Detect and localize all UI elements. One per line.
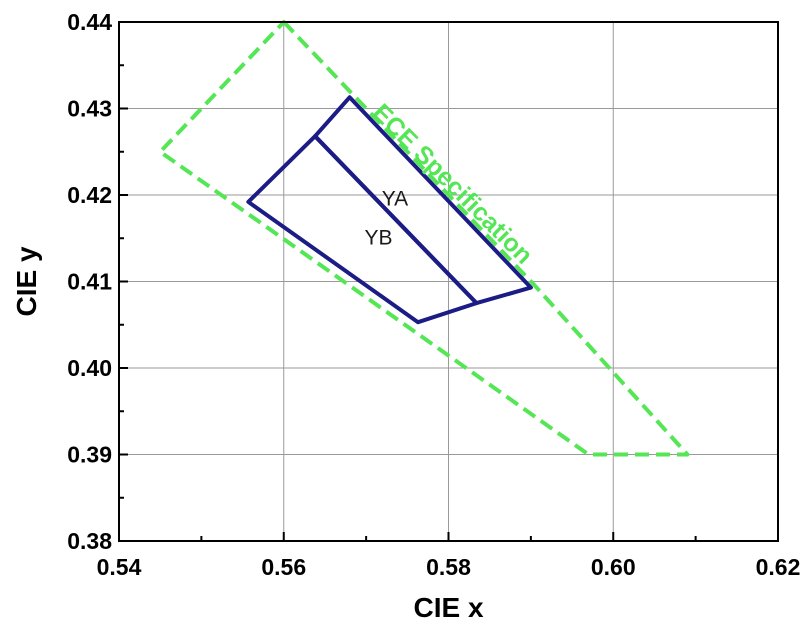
tick-labels: 0.54 0.56 0.58 0.60 0.62 0.38 0.39 0.40 0.41 0.42… xyxy=(67,9,800,580)
x-tick-label: 0.54 xyxy=(97,554,142,580)
x-axis-title: CIE x xyxy=(413,592,483,623)
yb-label: YB xyxy=(364,226,392,249)
y-tick-label: 0.38 xyxy=(67,528,112,554)
x-tick-label: 0.56 xyxy=(261,554,306,580)
grid xyxy=(119,22,778,541)
y-tick-label: 0.39 xyxy=(67,442,112,468)
ya-label: YA xyxy=(382,187,408,210)
y-tick-label: 0.44 xyxy=(67,9,112,35)
ece-specification-boundary xyxy=(158,20,690,457)
series-layer xyxy=(158,20,690,457)
y-tick-label: 0.40 xyxy=(67,355,112,381)
x-tick-label: 0.62 xyxy=(756,554,801,580)
x-tick-label: 0.58 xyxy=(426,554,471,580)
yb-boundary xyxy=(246,134,479,325)
axis-ticks xyxy=(118,21,779,542)
y-tick-label: 0.42 xyxy=(67,182,112,208)
ece-specification-label: ECE Specification xyxy=(367,99,538,270)
y-tick-label: 0.43 xyxy=(67,96,112,122)
y-axis-title: CIE y xyxy=(11,246,42,316)
x-tick-label: 0.60 xyxy=(591,554,636,580)
y-tick-label: 0.41 xyxy=(67,269,112,295)
